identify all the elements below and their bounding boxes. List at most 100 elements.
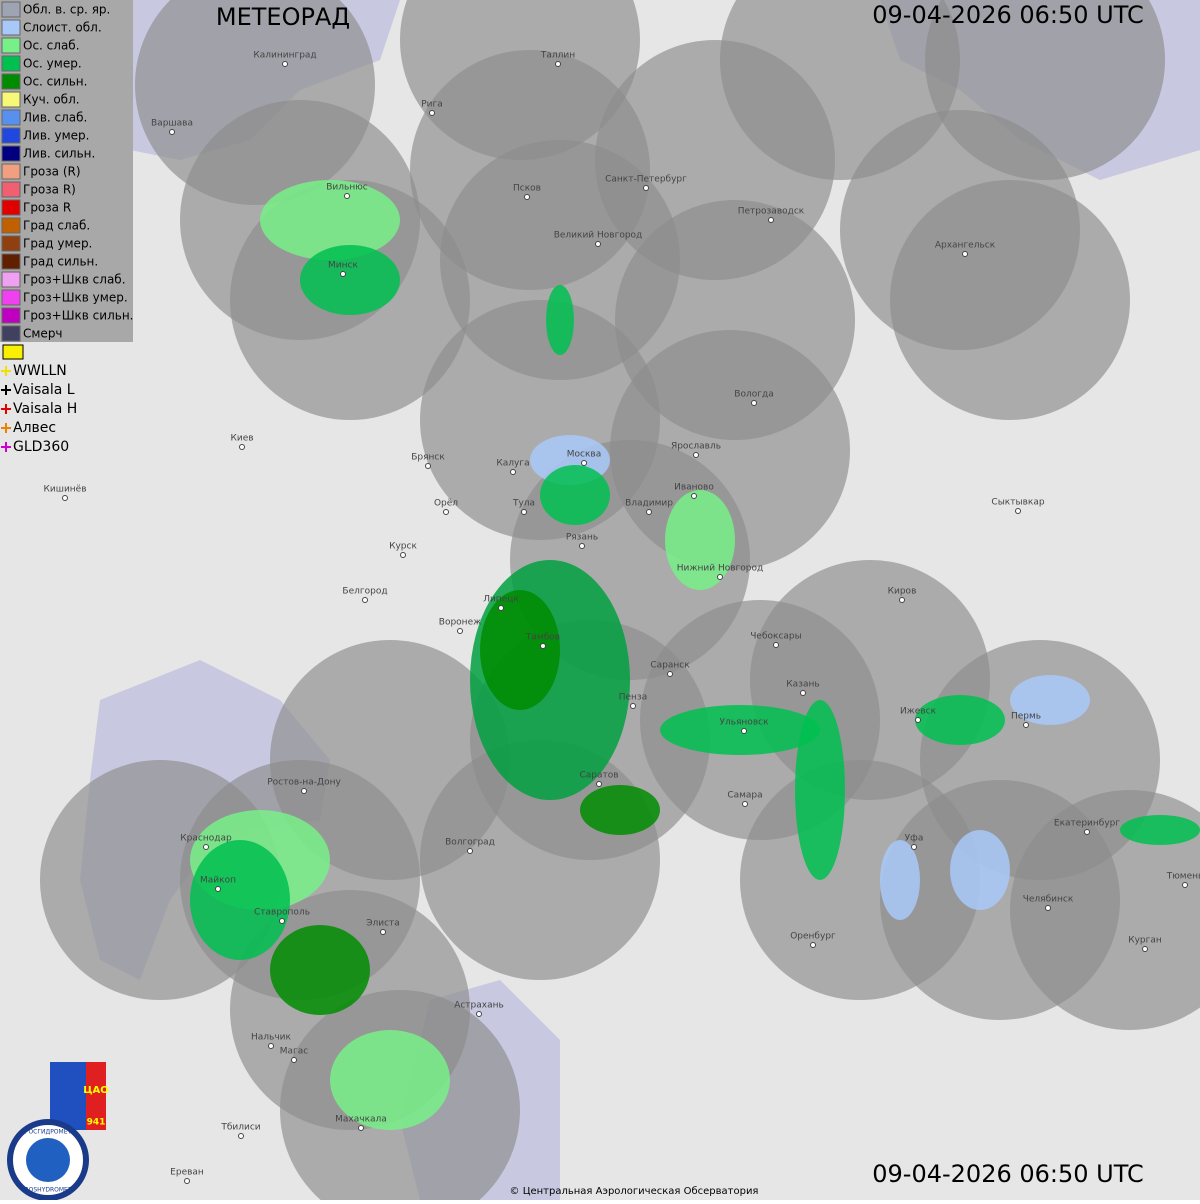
city-dot (510, 469, 516, 475)
city-dot (521, 509, 527, 515)
lightning-icon (2, 344, 24, 360)
city-dot (962, 251, 968, 257)
city-label: Саранск (650, 661, 690, 671)
city-dot (380, 929, 386, 935)
city-label: Краснодар (180, 834, 232, 844)
city-label: Архангельск (935, 241, 996, 251)
city-dot (429, 110, 435, 116)
city-dot (1182, 882, 1188, 888)
city-dot (467, 848, 473, 854)
legend-swatch (1, 73, 21, 90)
city-label: Челябинск (1023, 895, 1074, 905)
legend-swatch (1, 307, 21, 324)
city-label: Тамбов (525, 633, 560, 643)
city-label: Киров (888, 587, 917, 597)
rain-area (580, 785, 660, 835)
legend-label: Лив. умер. (23, 129, 90, 143)
legend-label: Гроза (R) (23, 165, 81, 179)
city-dot (915, 717, 921, 723)
city-label: Вологда (734, 390, 773, 400)
legend-swatch (1, 1, 21, 18)
city-label: Иваново (674, 483, 714, 493)
legend-swatch (1, 199, 21, 216)
radar-circle (890, 180, 1130, 420)
city-dot (239, 444, 245, 450)
rain-area (1120, 815, 1200, 845)
city-label: Тула (512, 499, 535, 509)
city-label: Москва (567, 450, 601, 460)
radar-coverage (40, 0, 1200, 1204)
city-dot (425, 463, 431, 469)
city-dot (301, 788, 307, 794)
rain-area (880, 840, 920, 920)
legend-swatch (1, 109, 21, 126)
city-label: Элиста (366, 919, 400, 929)
city-dot (498, 605, 504, 611)
rain-area (540, 465, 610, 525)
city-dot (400, 552, 406, 558)
city-dot (1015, 508, 1021, 514)
city-label: Оренбург (790, 932, 836, 942)
legend-label: Куч. обл. (23, 93, 80, 107)
legend-swatch (1, 253, 21, 270)
city-dot (169, 129, 175, 135)
lightning-label: Vaisala H (13, 401, 77, 417)
legend-swatch (1, 37, 21, 54)
lightning-label: GLD360 (13, 439, 69, 455)
rain-area (190, 840, 290, 960)
legend-swatch (1, 325, 21, 342)
legend-label: Гроза R) (23, 183, 76, 197)
city-dot (751, 400, 757, 406)
timestamp: 09-04-2026 06:50 UTC (872, 1160, 1143, 1188)
city-label: Ярославль (671, 442, 721, 452)
legend-swatch (1, 19, 21, 36)
city-dot (693, 452, 699, 458)
logo-flag (50, 1062, 86, 1130)
legend-label: Гроза R (23, 201, 71, 215)
city-label: Ставрополь (254, 908, 310, 918)
city-dot (215, 886, 221, 892)
city-dot (1045, 905, 1051, 911)
city-dot (630, 703, 636, 709)
legend-swatch (1, 91, 21, 108)
city-label: Тбилиси (220, 1123, 260, 1133)
city-dot (443, 509, 449, 515)
city-label: Пенза (619, 693, 648, 703)
city-label: Курск (389, 542, 417, 552)
city-dot (268, 1043, 274, 1049)
city-dot (581, 460, 587, 466)
city-dot (555, 61, 561, 67)
copyright: © Центральная Аэрологическая Обсерватори… (510, 1186, 759, 1197)
city-dot (1142, 946, 1148, 952)
city-label: Пермь (1011, 712, 1041, 722)
radar-circle (1010, 790, 1200, 1030)
city-dot (667, 671, 673, 677)
city-dot (540, 643, 546, 649)
city-label: Брянск (411, 453, 445, 463)
city-label: Калуга (496, 459, 529, 469)
legend-label: Ос. сильн. (23, 75, 87, 89)
logo-flag (86, 1062, 106, 1130)
legend-swatch (1, 217, 21, 234)
legend-label: Гроз+Шкв сильн. (23, 309, 133, 323)
city-dot (344, 193, 350, 199)
city-dot (579, 543, 585, 549)
city-dot (800, 690, 806, 696)
city-dot (457, 628, 463, 634)
rain-area (795, 700, 845, 880)
title: МЕТЕОРАД (216, 3, 350, 31)
legend-label: Гроз+Шкв умер. (23, 291, 128, 305)
timestamp: 09-04-2026 06:50 UTC (872, 1, 1143, 29)
city-label: Липецк (483, 595, 519, 605)
legend-swatch (1, 181, 21, 198)
rain-area (270, 925, 370, 1015)
legend-label: Град умер. (23, 237, 92, 251)
city-label: Нижний Новгород (677, 564, 763, 574)
city-label: Кишинёв (43, 485, 86, 495)
legend-label: Град слаб. (23, 219, 90, 233)
city-label: Калининград (253, 51, 316, 61)
city-dot (1023, 722, 1029, 728)
logo-text: ROSHYDROMET (24, 1187, 71, 1194)
rain-area (915, 695, 1005, 745)
lightning-label: WWLLN (13, 363, 67, 379)
